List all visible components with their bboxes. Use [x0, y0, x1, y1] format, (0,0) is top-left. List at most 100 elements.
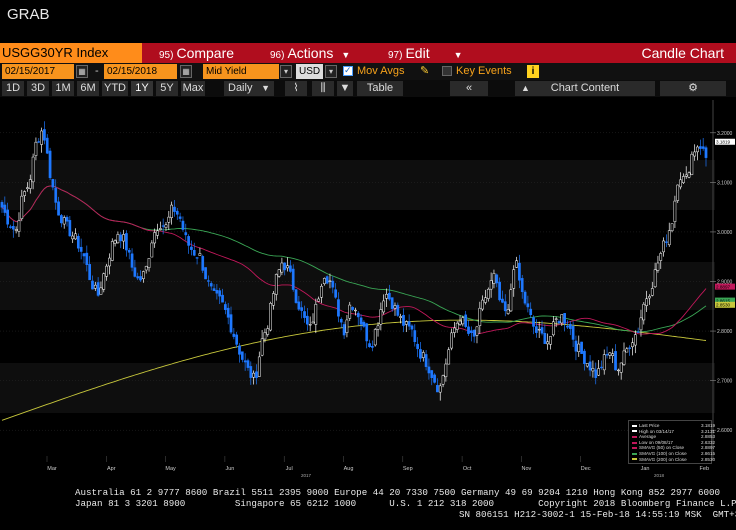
chevron-down-icon[interactable]: ▾	[280, 65, 292, 78]
candle	[20, 189, 24, 222]
x-tick-label: Apr	[107, 466, 116, 472]
chart-type-title[interactable]: Candle Chart	[641, 45, 725, 61]
candle	[427, 358, 431, 380]
calendar-icon[interactable]: ▦	[180, 65, 192, 78]
range-button-ytd[interactable]: YTD	[102, 81, 128, 96]
range-button-1m[interactable]: 1M	[52, 81, 74, 96]
candle	[486, 287, 490, 302]
candle	[362, 320, 366, 328]
candle	[243, 353, 247, 371]
candle	[478, 301, 482, 334]
candle-body	[184, 232, 188, 236]
candle	[580, 341, 583, 354]
back-arrow-icon[interactable]: «	[450, 81, 488, 96]
candle-chart[interactable]: 3.2000 3.1000 3.0000 2.9000 2.8000 2.7000 2.60…	[0, 100, 736, 483]
candle	[373, 327, 377, 347]
candle	[704, 145, 708, 167]
candle-body	[376, 325, 380, 330]
candle	[317, 296, 321, 302]
candle	[413, 324, 417, 347]
candle-body	[161, 225, 165, 227]
gear-icon[interactable]: ⚙	[660, 81, 726, 96]
candle-body	[387, 292, 391, 300]
edit-menu[interactable]: 97) Edit ▼	[388, 43, 463, 63]
candle	[218, 287, 222, 305]
legend-value: 2.8615	[701, 451, 716, 456]
yield-type-select[interactable]: Mid Yield	[203, 64, 279, 79]
candle	[291, 264, 295, 292]
table-button[interactable]: Table	[357, 81, 403, 96]
chevron-down-icon[interactable]: ▾	[325, 65, 337, 78]
x-tick-label: Jun	[225, 466, 234, 472]
candle-body	[314, 304, 318, 325]
range-button-max[interactable]: Max	[181, 81, 205, 96]
candle	[529, 302, 533, 318]
candle	[574, 335, 578, 361]
candle-chart-icon[interactable]: ⫼	[312, 81, 334, 96]
candle	[492, 269, 496, 289]
range-button-5y[interactable]: 5Y	[156, 81, 178, 96]
key-events-checkbox[interactable]	[442, 66, 452, 76]
chart-content-button[interactable]: ▲ Chart Content	[515, 81, 655, 96]
range-button-3d[interactable]: 3D	[27, 81, 49, 96]
candle-body	[698, 146, 702, 149]
range-button-1d[interactable]: 1D	[2, 81, 24, 96]
candle-body	[119, 234, 123, 242]
candle-body	[597, 368, 600, 376]
candle-body	[175, 210, 179, 215]
price-tag-bg	[715, 283, 735, 290]
compare-menu[interactable]: 95) Compare	[159, 43, 234, 63]
candle-body	[498, 281, 501, 301]
candle	[469, 326, 473, 342]
candle	[537, 321, 541, 339]
candle-body	[600, 366, 603, 369]
candle-body	[563, 313, 566, 324]
price-tag-label: 3.1819	[716, 140, 730, 145]
candle-body	[371, 346, 374, 348]
candle	[467, 320, 470, 337]
chevron-down-icon: ▼	[341, 50, 351, 60]
info-icon[interactable]: i	[527, 65, 539, 78]
candle-body	[51, 179, 55, 188]
range-button-6m[interactable]: 6M	[77, 81, 99, 96]
candle	[495, 273, 499, 288]
candle	[136, 272, 140, 281]
candle-body	[255, 371, 258, 378]
candle	[184, 223, 188, 241]
candle-body	[436, 385, 439, 393]
candle	[0, 200, 4, 213]
chevron-down-icon[interactable]: ▼	[337, 81, 353, 96]
end-date-input[interactable]: 02/15/2018	[104, 64, 177, 79]
actions-menu[interactable]: 96) Actions ▼	[270, 43, 350, 63]
candle-body	[540, 327, 544, 334]
candle	[108, 253, 111, 275]
legend-swatch	[632, 424, 637, 427]
candle-body	[351, 307, 354, 310]
ticker-field[interactable]: USGG30YR Index	[0, 43, 142, 63]
candle-body	[492, 273, 496, 284]
footer-line-2: Japan 81 3 3201 8900 Singapore 65 6212 1…	[75, 498, 736, 509]
candle	[560, 314, 564, 326]
period-select[interactable]: Daily ▼	[224, 81, 274, 96]
key-events-label: Key Events	[456, 65, 512, 77]
candle-body	[382, 300, 386, 313]
mov-avgs-checkbox[interactable]	[343, 65, 353, 76]
candle	[430, 370, 434, 386]
currency-select[interactable]: USD	[296, 64, 323, 79]
start-date-input[interactable]: 02/15/2017	[2, 64, 74, 79]
candle	[68, 215, 72, 237]
line-chart-icon[interactable]: ⌇	[285, 81, 307, 96]
legend-label: Low on 09/08/17	[639, 439, 673, 445]
y-tick-label: 3.0000	[717, 230, 733, 236]
range-button-1y[interactable]: 1Y	[131, 81, 153, 96]
x-tick-label: Aug	[344, 466, 354, 472]
calendar-icon[interactable]: ▦	[76, 65, 88, 78]
candle	[198, 247, 202, 256]
candle-body	[342, 324, 346, 336]
candle-body	[91, 280, 94, 290]
candle-body	[667, 230, 671, 246]
candle	[257, 351, 261, 377]
candle-body	[611, 353, 615, 356]
candle	[31, 153, 35, 190]
pencil-icon[interactable]: ✎	[420, 65, 430, 77]
